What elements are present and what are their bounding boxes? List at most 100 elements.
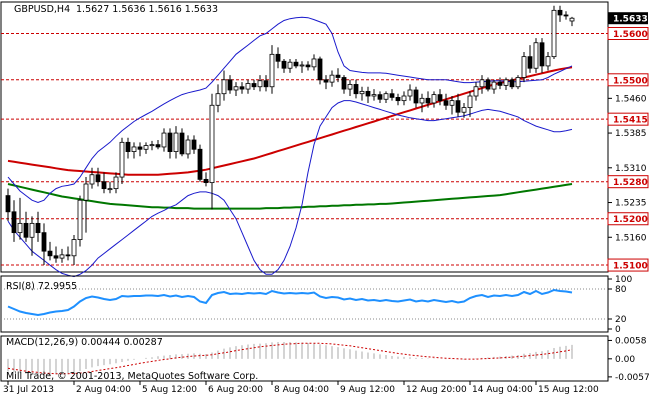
level-tag xyxy=(607,258,649,272)
candle xyxy=(353,79,359,99)
candle xyxy=(311,54,317,71)
candle-body xyxy=(509,79,515,88)
rsi-tick-label: 0 xyxy=(615,325,621,335)
candle-body xyxy=(455,100,461,113)
candle-body xyxy=(155,144,161,148)
candle-body xyxy=(311,58,317,68)
candle-body xyxy=(83,183,89,201)
candle-body xyxy=(41,232,47,252)
candle-body xyxy=(503,79,509,86)
candle-body xyxy=(341,77,347,90)
candle xyxy=(155,140,161,150)
candle-body xyxy=(419,97,425,104)
candle-body xyxy=(359,90,365,95)
candle-body xyxy=(431,94,437,104)
candle-body xyxy=(425,97,431,104)
macd-label: MACD(12,26,9) 0.00444 0.00287 xyxy=(6,337,163,348)
level-tag xyxy=(607,175,649,189)
rsi-line xyxy=(7,288,573,317)
macd-pane[interactable]: 0.0058 0.00 -0.0057 xyxy=(0,335,650,383)
candle xyxy=(209,93,215,210)
candle xyxy=(557,5,563,22)
candle xyxy=(527,45,533,73)
candle-body xyxy=(269,53,275,88)
candle-body xyxy=(467,95,473,108)
candle xyxy=(413,86,419,108)
time-tick-label: 14 Aug 04:00 xyxy=(472,385,533,395)
candle-body xyxy=(101,181,107,190)
candle xyxy=(65,246,71,261)
candle-body xyxy=(77,199,83,240)
candle-body xyxy=(473,86,479,97)
candle-body xyxy=(527,56,533,69)
candle-body xyxy=(263,80,269,88)
candle xyxy=(89,167,95,189)
candle xyxy=(257,75,263,92)
candle-body xyxy=(65,254,71,257)
rsi-label: RSI(8) 72.9955 xyxy=(6,281,77,292)
candle xyxy=(185,135,191,159)
candle xyxy=(359,86,365,101)
candle-body xyxy=(557,9,563,16)
candle xyxy=(35,211,41,242)
candle xyxy=(125,137,131,159)
candle xyxy=(167,128,173,159)
candle xyxy=(191,135,197,154)
level-tag-label: 1.5500 xyxy=(613,76,648,86)
candle-body xyxy=(347,84,353,90)
candle xyxy=(47,241,53,261)
time-tick-label: 12 Aug 20:00 xyxy=(406,385,467,395)
candle xyxy=(383,91,389,103)
candle-body xyxy=(89,174,95,185)
candle xyxy=(467,91,473,117)
candle xyxy=(317,56,323,85)
candle-body xyxy=(383,93,389,100)
candle xyxy=(455,93,461,117)
candle xyxy=(143,142,149,154)
current-price-label: 1.5633 xyxy=(613,15,648,25)
candle-body xyxy=(227,79,233,91)
candle-body xyxy=(113,176,119,190)
candle xyxy=(215,84,221,113)
candle xyxy=(53,246,59,263)
candle-body xyxy=(161,132,167,148)
candle xyxy=(197,144,203,182)
candle xyxy=(371,89,377,101)
candle xyxy=(347,79,353,97)
candle-body xyxy=(323,79,329,83)
candle xyxy=(329,70,335,87)
price-tick-label: 1.5310 xyxy=(615,164,647,174)
candle xyxy=(101,172,107,194)
candle-body xyxy=(23,222,29,238)
candle-body xyxy=(545,56,551,67)
candle xyxy=(521,52,527,83)
candle xyxy=(5,188,11,222)
candle xyxy=(11,200,17,242)
candle-body xyxy=(209,104,215,184)
candle-body xyxy=(203,178,209,184)
candle-body xyxy=(449,100,455,106)
chart-ohlc-label: 1.5627 1.5636 1.5616 1.5633 xyxy=(76,4,218,15)
macd-tick-label: -0.0057 xyxy=(615,373,650,383)
candle xyxy=(281,58,287,73)
candle-body xyxy=(563,14,569,17)
candle xyxy=(245,79,251,94)
candle-body xyxy=(137,146,143,150)
candle-body xyxy=(125,141,131,152)
level-tag-label: 1.5280 xyxy=(613,178,648,188)
candle-body xyxy=(29,222,35,238)
candle-body xyxy=(257,80,263,88)
candle xyxy=(341,75,347,94)
candle xyxy=(569,16,575,27)
price-tick-label: 1.5460 xyxy=(615,94,647,104)
candle xyxy=(407,84,413,101)
candle xyxy=(287,58,293,73)
candle-body xyxy=(395,97,401,102)
green-moving-average xyxy=(7,183,573,210)
candle xyxy=(335,68,341,83)
price-pane[interactable]: 1.5460 1.5385 1.5310 1.5235 1.5160 1.5633 1.56… xyxy=(0,1,649,278)
level-tag xyxy=(607,112,649,126)
candle-body xyxy=(179,132,185,155)
